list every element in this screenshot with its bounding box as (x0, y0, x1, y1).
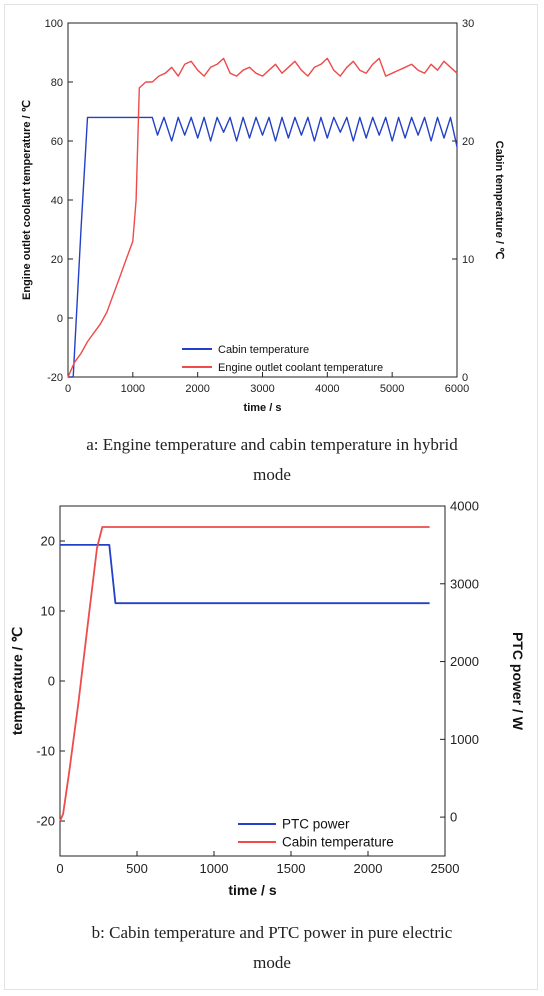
chart1-y-tick-label: -20 (36, 814, 55, 829)
chart1-x-tick-label: 0 (56, 861, 63, 876)
chart0-y-tick-label: 100 (45, 18, 63, 30)
chart1-plot-border (59, 505, 446, 857)
caption-b-line1: b: Cabin temperature and PTC power in pu… (91, 923, 453, 942)
chart1-y2-tick-label: 2000 (450, 654, 479, 669)
chart1-y-tick-label: 20 (41, 534, 55, 549)
chart0-y-axis-label: Engine outlet coolant temperature / ℃ (21, 100, 33, 300)
chart1-legend-label-1: Cabin temperature (282, 835, 394, 850)
chart-a: 0 1000 2000 3000 4000 5000 6000-20020406080100… (21, 18, 505, 414)
chart0-y-tick-label: 20 (51, 254, 63, 266)
chart0-legend-label-1: Engine outlet coolant temperature (218, 362, 383, 374)
chart0-y-tick-label: 60 (51, 136, 63, 148)
caption-a-line1: a: Engine temperature and cabin temperat… (86, 435, 458, 454)
chart0-y-tick-label: 0 (57, 313, 63, 325)
chart1-x-tick-label: 2500 (431, 861, 460, 876)
chart1-y-tick-label: 10 (41, 604, 55, 619)
chart0-series-line-0 (68, 116, 458, 378)
chart0-legend-label-0: Cabin temperature (218, 344, 309, 356)
chart0-y2-axis-label: Cabin temperature / ℃ (493, 141, 505, 260)
chart0-series-line-1 (67, 57, 458, 378)
chart1-y2-tick-label: 0 (450, 810, 457, 825)
chart0-x-tick-label: 0 (65, 383, 71, 395)
caption-b-line2: mode (253, 953, 291, 972)
chart0-y2-tick-label: 30 (462, 18, 474, 30)
chart0-y2-tick-label: 10 (462, 254, 474, 266)
chart1-y2-tick-label: 3000 (450, 576, 479, 591)
chart1-x-tick-label: 500 (126, 861, 148, 876)
chart1-x-axis-label: time / s (228, 882, 276, 898)
chart-b: 0 500 1000 1500 2000 2500 -20 -10 0 10 20 0 1000 2000… (9, 499, 526, 898)
chart0-y2-tick-label: 20 (462, 136, 474, 148)
chart0-x-tick-label: 5000 (380, 383, 404, 395)
chart1-x-tick-label: 1000 (200, 861, 229, 876)
chart1-series-line-1 (59, 526, 430, 822)
chart0-y-tick-label: -20 (47, 372, 63, 384)
chart1-y2-tick-label: 1000 (450, 732, 479, 747)
chart0-x-axis-label: time / s (244, 402, 282, 414)
chart0-y-tick-label: 40 (51, 195, 63, 207)
chart1-y2-tick-label: 4000 (450, 499, 479, 514)
chart1-y-tick-label: 0 (48, 674, 55, 689)
caption-a-line2: mode (253, 465, 291, 484)
chart0-y-tick-label: 80 (51, 77, 63, 89)
caption-b: b: Cabin temperature and PTC power in pu… (0, 918, 544, 978)
chart0-y2-tick-label: 0 (462, 372, 468, 384)
chart0-x-tick-label: 3000 (250, 383, 274, 395)
caption-a: a: Engine temperature and cabin temperat… (0, 430, 544, 490)
chart1-x-tick-label: 2000 (354, 861, 383, 876)
chart1-legend-label-0: PTC power (282, 817, 350, 832)
chart1-y-axis-label: temperature / ℃ (9, 627, 25, 736)
chart0-x-tick-label: 1000 (121, 383, 145, 395)
chart0-x-tick-label: 4000 (315, 383, 339, 395)
chart0-x-tick-label: 2000 (185, 383, 209, 395)
chart1-y-tick-label: -10 (36, 744, 55, 759)
chart0-x-tick-label: 6000 (445, 383, 469, 395)
chart1-y2-axis-label: PTC power / W (510, 632, 526, 731)
chart1-x-tick-label: 1500 (277, 861, 306, 876)
figure-frame (4, 4, 538, 990)
chart1-series-line-0 (60, 544, 430, 605)
